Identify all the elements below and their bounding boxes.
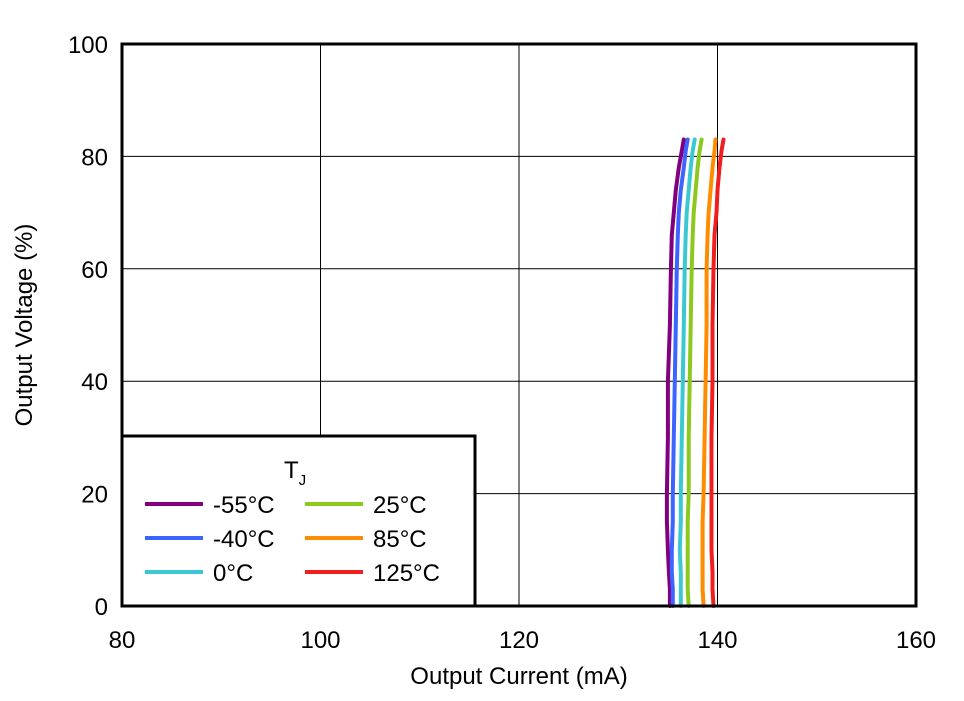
legend: TJ -55°C -40°C 0°C 25°C 85°C 125°C — [120, 434, 477, 608]
series-line — [709, 137, 726, 608]
y-tick-labels: 0 20 40 60 80 100 — [68, 32, 108, 621]
y-tick-label: 0 — [95, 594, 108, 621]
legend-item: 25°C — [305, 492, 427, 519]
x-tick-label: 120 — [499, 627, 539, 654]
y-tick-label: 80 — [81, 144, 108, 171]
y-tick-label: 20 — [81, 482, 108, 509]
y-tick-label: 40 — [81, 369, 108, 396]
x-tick-label: 140 — [697, 627, 737, 654]
legend-label: -55°C — [213, 492, 275, 519]
legend-box — [120, 434, 477, 608]
legend-item: 0°C — [145, 560, 253, 587]
legend-label: -40°C — [213, 526, 275, 553]
legend-item: 125°C — [305, 560, 440, 587]
x-axis-title: Output Current (mA) — [410, 663, 627, 690]
x-tick-label: 80 — [109, 627, 136, 654]
series-line — [677, 137, 697, 608]
series-line — [664, 137, 686, 608]
x-tick-label: 160 — [896, 627, 936, 654]
legend-item: -55°C — [145, 492, 275, 519]
y-axis-title: Output Voltage (%) — [11, 224, 38, 427]
legend-label: 85°C — [373, 526, 427, 553]
plot-frame — [120, 42, 918, 608]
x-tick-labels: 80 100 120 140 160 — [109, 627, 936, 654]
y-tick-label: 60 — [81, 257, 108, 284]
legend-title-sub: J — [299, 472, 307, 489]
series-line — [669, 137, 690, 608]
legend-label: 125°C — [373, 560, 440, 587]
legend-items: -55°C -40°C 0°C 25°C 85°C 125°C — [145, 492, 440, 587]
legend-title-main: T — [284, 457, 299, 484]
series-lines — [664, 137, 726, 608]
legend-item: -40°C — [145, 526, 275, 553]
series-line — [685, 137, 704, 608]
y-tick-label: 100 — [68, 32, 108, 59]
legend-item: 85°C — [305, 526, 427, 553]
legend-label: 0°C — [213, 560, 253, 587]
x-tick-label: 100 — [300, 627, 340, 654]
series-line — [700, 137, 718, 608]
legend-title: TJ — [284, 457, 306, 489]
legend-label: 25°C — [373, 492, 427, 519]
